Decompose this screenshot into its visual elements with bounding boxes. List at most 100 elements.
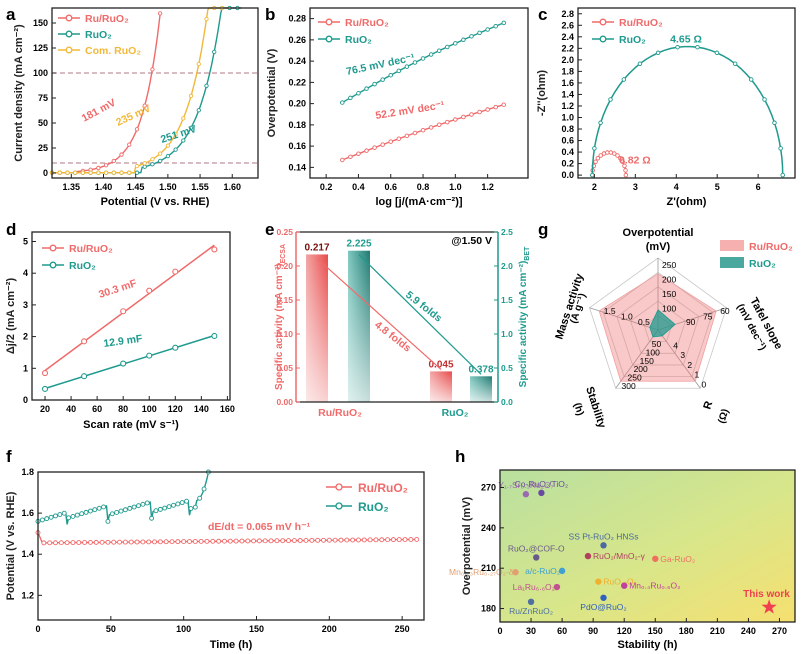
panel-c-series-1-marker (608, 97, 613, 102)
panel-c-series-1-marker (762, 97, 767, 102)
panel-c-ytick-label: 1.0 (561, 112, 574, 122)
panel-a-series-1-marker (204, 83, 209, 88)
panel-c-series-0-marker (623, 168, 628, 173)
panel-b-series-1-marker (348, 95, 353, 101)
panel-h-point (522, 491, 530, 498)
panel-h-point (512, 569, 519, 576)
panel-c-ytick-label: 0.8 (561, 124, 574, 134)
panel-a-series-1-marker (181, 138, 186, 143)
panel-d-ylabel: Δj/2 (mA cm⁻²) (5, 278, 17, 355)
panel-a-ytick-label: 125 (33, 43, 48, 53)
panel-c-ytick-label: 1.6 (561, 78, 574, 88)
panel-f-series-0-marker (268, 538, 274, 544)
panel-h-xtick-label: 210 (710, 626, 725, 636)
panel-e-annotation-fold-1: 5.9 folds (403, 289, 444, 325)
panel-d-legend-0-marker (49, 244, 57, 252)
panel-a-series-0-marker (134, 127, 140, 132)
panel-f-series-1-marker (166, 504, 172, 510)
panel-h-point-label: This work (743, 589, 790, 600)
panel-f-series-0-marker (408, 537, 414, 542)
panel-a-legend-2-label: Com. RuO₂ (85, 45, 141, 57)
panel-f-series-1-marker (157, 506, 163, 512)
panel-g-legend-1-label: RuO₂ (749, 258, 776, 270)
panel-f-series-1-marker (114, 510, 120, 515)
panel-f-ytick-label: 1.4 (21, 549, 34, 559)
panel-g-axis-4-tick: 1.0 (621, 312, 633, 322)
panel-d-xtick-label: 100 (142, 404, 157, 414)
panel-a-legend-1-label: RuO₂ (85, 29, 112, 41)
panel-c-nyquist: 2 3 4 5 6 0.00.2 0.40.6 0.8 1.01.2 1.41.6 1.82.0 2.… (536, 7, 796, 208)
panel-a-ytick-label: 150 (33, 18, 48, 28)
panel-f-xtick-label: 250 (395, 624, 410, 634)
panel-d-annotation-0: 30.3 mF (97, 277, 138, 301)
panel-h-point-label: Mn₀.₇₃Ru₀.₂₇O₂-δ (449, 567, 514, 577)
panel-f-series-0-marker (99, 539, 105, 545)
panel-b-series-0-marker (485, 107, 490, 112)
panel-e-left-tick-label: 0.15 (276, 295, 293, 305)
panel-a-legend-1-marker (65, 30, 73, 38)
panel-a-series-1-marker (150, 162, 155, 167)
panel-a-xtick-label: 1.55 (191, 182, 209, 192)
panel-c-series-0-marker (622, 163, 627, 169)
panel-a-series-1-marker (142, 164, 147, 169)
panel-b-xtick-label: 0.6 (384, 182, 397, 192)
panel-c-annotation-0: 0.82 Ω (619, 155, 651, 167)
panel-f-series-1-marker (162, 505, 168, 511)
panel-h-point (558, 567, 566, 575)
panel-d-ytick-label: 4 (23, 268, 28, 278)
panel-f-plot-frame (37, 471, 425, 621)
panel-c-series-1-arc (591, 45, 784, 176)
panel-b-series-1-marker (501, 20, 507, 26)
panel-f-series-1-marker (66, 515, 72, 521)
panel-b-xlabel: log [j/(mA·cm⁻²)] (375, 196, 462, 208)
panel-h-point-label: La₁Ru₆.₆O₂ (513, 582, 555, 592)
panel-a-series-0-marker (119, 152, 124, 157)
panel-f-legend-1-marker (335, 502, 343, 510)
panel-f-series-1-marker (184, 498, 190, 504)
panel-f-series-0-marker (262, 538, 268, 544)
panel-a-ytick-label: 75 (38, 93, 48, 103)
panel-g-axis-0-tick: 100 (662, 303, 676, 313)
panel-letter-h: h (455, 447, 465, 466)
panel-f-series-0-marker (356, 537, 361, 543)
panel-b-series-1-marker (364, 86, 369, 91)
panel-d-ytick-label: 1 (23, 363, 28, 373)
panel-g-spoke (657, 329, 701, 389)
panel-h-xtick-label: 30 (526, 626, 536, 636)
panel-e-bar-label-1-1: 0.378 (468, 364, 493, 375)
panel-f-series-1-marker (101, 504, 106, 510)
panel-d-series-1-fit (44, 334, 215, 390)
panel-f-series-0-marker (117, 539, 123, 545)
panel-c-series-1-marker (621, 77, 627, 82)
panel-e-bar-fade-1-1 (470, 376, 492, 402)
panel-h-plot-frame (499, 469, 796, 623)
panel-f-ytick-label: 1.8 (21, 467, 34, 477)
panel-f-series-0-marker (344, 537, 350, 543)
panel-h-xtick-label: 0 (497, 626, 502, 636)
panel-d-xtick-label: 20 (40, 404, 50, 414)
panel-f-series-0-marker (332, 537, 338, 543)
panel-d-xtick-label: 140 (194, 404, 209, 414)
panel-f-series-0-marker (315, 537, 321, 543)
panel-g-grid-ring (630, 300, 686, 354)
panel-a-legend-2-marker (65, 46, 73, 54)
panel-g-axis-0-tick: 200 (662, 275, 676, 285)
panel-a-series-2-marker (150, 157, 155, 162)
panel-e-annotation-fold-0: 4.8 folds (372, 319, 413, 355)
panel-b-series-1-marker (372, 81, 377, 87)
panel-a-series-0-marker (96, 165, 101, 171)
panel-f-series-1-marker (144, 500, 150, 506)
panel-h-point-label: Co-RuO₂/TiO₂ (515, 479, 569, 489)
panel-f-series-0-marker (58, 540, 64, 546)
panel-c-series-0-marker (620, 159, 625, 165)
panel-b-annotation-0: 52.2 mV dec⁻¹ (375, 99, 446, 122)
panel-a-series-0-marker (111, 158, 116, 164)
panel-g-axis-2-tick: 2 (687, 360, 692, 370)
panel-h-point-label: RuO₂/MnO₂-γ (593, 551, 646, 561)
panel-c-series-1-marker (772, 120, 777, 126)
panel-d-ytick-label: 2 (23, 332, 28, 342)
panel-e-right-tick-label: 2.0 (501, 261, 513, 271)
panel-d-plot-frame (31, 231, 231, 401)
panel-c-ytick-label: 0.4 (561, 147, 574, 157)
panel-h-point (553, 583, 561, 591)
